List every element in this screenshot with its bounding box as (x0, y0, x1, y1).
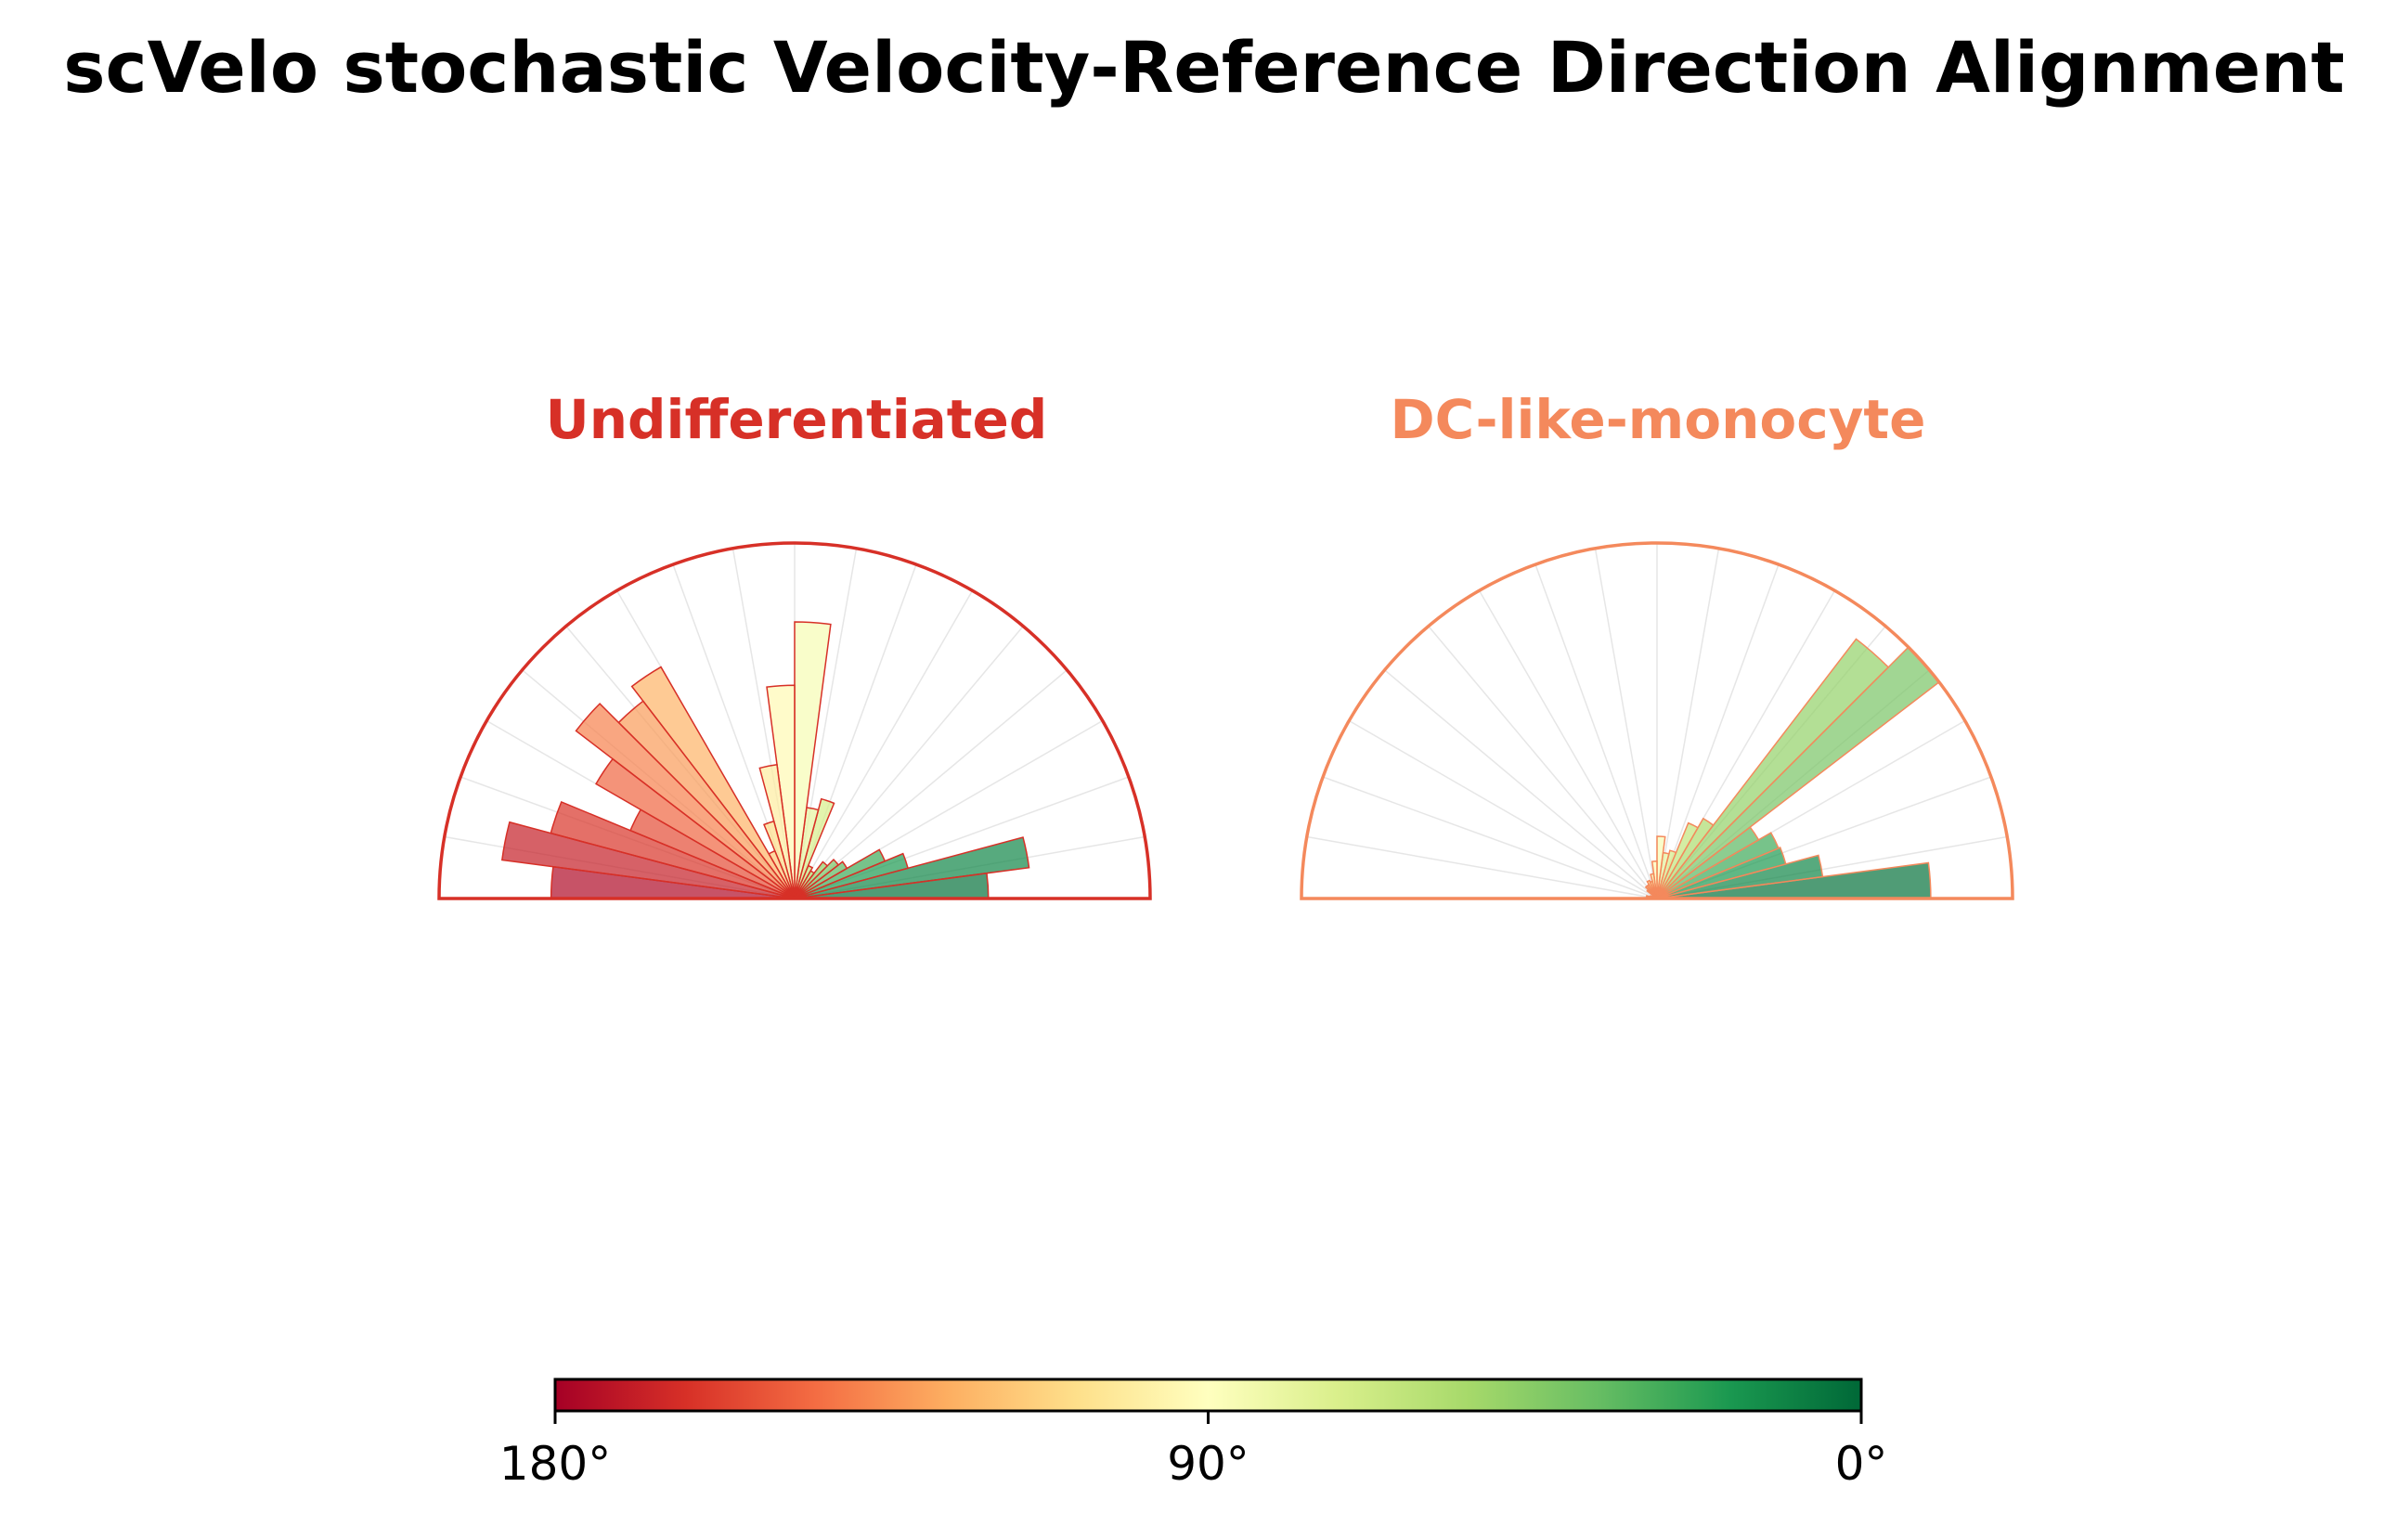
radial-gridline (1306, 835, 1658, 899)
polar-bar (794, 621, 832, 899)
radial-gridline (794, 669, 1068, 899)
polar-bar (1656, 817, 1715, 899)
figure-title: scVelo stochastic Velocity-Reference Dir… (63, 26, 2345, 109)
colorbar-tick-label-90: 90° (1167, 1437, 1249, 1491)
polar-bar (794, 860, 829, 899)
polar-bar (794, 797, 835, 899)
radial-gridline (1322, 776, 1658, 899)
radial-gridline (1656, 548, 1720, 899)
colorbar-gradient (553, 1377, 1863, 1413)
radial-gridline (1656, 563, 1780, 899)
colorbar-tick-label-0: 0° (1834, 1437, 1888, 1491)
polar-bar (794, 848, 887, 899)
polar-bar (1656, 835, 1666, 899)
polar-frame (1300, 541, 2014, 900)
polar-bar (630, 666, 796, 899)
polar-bar (1656, 821, 1700, 899)
polar-bar (794, 858, 840, 899)
polar-bar (1656, 832, 1780, 899)
polar-bar (575, 703, 796, 899)
polar-bar (1656, 638, 1890, 899)
radial-gridline (1478, 589, 1658, 899)
radial-gridline (1534, 563, 1658, 899)
colorbar (553, 1377, 1863, 1424)
radial-gridline (1348, 719, 1658, 899)
polar-frame (437, 541, 1152, 900)
polar-panel-dc-like-monocyte (1300, 541, 2014, 900)
polar-panel-undifferentiated (437, 541, 1152, 900)
radial-gridline (1428, 626, 1658, 899)
colorbar-tick-label-180: 180° (498, 1437, 612, 1491)
radial-gridline (794, 626, 1024, 899)
radial-gridline (1384, 669, 1658, 899)
radial-gridline (794, 589, 974, 899)
polar-bar (595, 757, 796, 899)
radial-gridline (1594, 548, 1658, 899)
panel-title-dc-like-monocyte: DC-like-monocyte (1390, 388, 1926, 451)
polar-bar (500, 821, 796, 899)
polar-bar (1656, 849, 1677, 899)
panel-title-undifferentiated: Undifferentiated (545, 388, 1048, 451)
